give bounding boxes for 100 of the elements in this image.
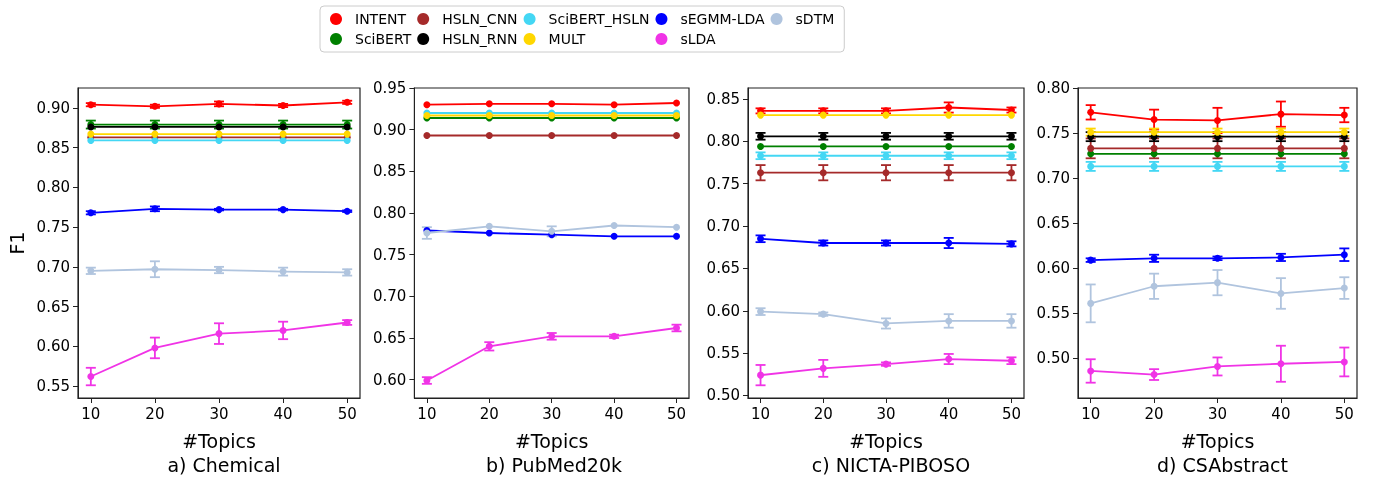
point <box>1214 116 1221 124</box>
x-tick-label: 30 <box>1207 404 1228 423</box>
point <box>151 265 159 273</box>
point <box>1277 110 1285 118</box>
y-tick-label: 0.55 <box>1036 304 1070 323</box>
y-tick-label: 0.90 <box>36 98 70 117</box>
y-tick-label: 0.80 <box>372 204 407 222</box>
x-tick-label: 10 <box>751 404 771 423</box>
x-tick-label: 10 <box>81 404 101 423</box>
point <box>882 142 890 150</box>
y-tick-label: 0.55 <box>706 344 740 363</box>
y-tick-label: 0.75 <box>372 245 407 264</box>
y-tick-label: 0.60 <box>1036 259 1070 278</box>
point <box>757 371 765 379</box>
y-tick-label: 0.90 <box>372 120 407 139</box>
x-tick-label: 30 <box>209 404 229 423</box>
point <box>610 232 618 240</box>
point <box>757 142 765 150</box>
point <box>819 364 827 372</box>
y-tick-label: 0.70 <box>706 217 740 236</box>
y-tick-label: 0.60 <box>706 301 740 320</box>
point <box>610 101 618 109</box>
point <box>1340 284 1348 292</box>
point <box>87 373 95 381</box>
x-tick-label: 40 <box>273 404 293 423</box>
point <box>1214 362 1221 370</box>
y-tick-label: 0.85 <box>372 162 407 181</box>
y-tick-label: 0.75 <box>706 174 740 193</box>
point <box>1007 317 1015 325</box>
point <box>423 101 431 109</box>
point <box>485 229 493 237</box>
point <box>485 222 493 230</box>
y-tick-label: 0.75 <box>1036 124 1070 143</box>
x-axis-title: #Topics <box>182 429 256 452</box>
point <box>423 132 431 139</box>
text: c) NICTA-PIBOSO <box>811 453 971 476</box>
text: a) Chemical <box>167 453 281 476</box>
x-tick-label: 30 <box>542 404 562 423</box>
x-axis-title: #Topics <box>1180 429 1255 452</box>
x-tick-label: 10 <box>417 404 437 423</box>
point <box>548 132 556 139</box>
point <box>673 232 681 240</box>
point <box>1007 142 1015 150</box>
point <box>1214 144 1221 152</box>
y-tick-label: 0.80 <box>36 178 70 197</box>
point <box>1340 144 1348 152</box>
y-tick-label: 0.50 <box>706 386 740 405</box>
y-tick-label: 0.75 <box>36 218 70 237</box>
x-tick-label: 20 <box>1144 404 1164 423</box>
point <box>1340 111 1348 119</box>
y-tick-label: 0.60 <box>36 337 70 356</box>
point <box>819 142 827 150</box>
x-axis-title: #Topics <box>849 429 923 452</box>
y-tick-label: 0.65 <box>372 329 407 347</box>
y-tick-label: 0.70 <box>1036 169 1070 188</box>
legend-label: sDTM <box>795 11 835 27</box>
y-axis-title: F1 <box>5 231 28 255</box>
point <box>819 111 827 119</box>
point <box>673 223 681 231</box>
y-tick-label: 0.65 <box>706 259 740 278</box>
text: d) CSAbstract <box>1157 453 1288 476</box>
point <box>945 111 953 119</box>
y-tick-label: 0.80 <box>1036 79 1070 97</box>
point <box>945 169 953 177</box>
y-tick-label: 0.50 <box>1036 349 1070 368</box>
point <box>279 326 287 334</box>
point <box>215 330 223 338</box>
legend-label: HSLN_RNN <box>442 31 518 47</box>
legend-label: SciBERT_HSLN <box>548 11 650 27</box>
y-tick-label: 0.65 <box>36 297 70 316</box>
point <box>610 222 618 229</box>
point <box>1087 367 1095 375</box>
legend-label: INTENT <box>355 11 407 27</box>
point <box>819 169 827 177</box>
x-tick-label: 40 <box>604 404 624 423</box>
x-axis-title: #Topics <box>514 429 589 452</box>
point <box>1340 251 1348 259</box>
point <box>548 100 556 108</box>
y-tick-label: 0.55 <box>36 377 70 396</box>
point <box>673 99 681 107</box>
point <box>1150 116 1158 124</box>
point <box>1150 144 1158 152</box>
legend-label: SciBERT <box>355 31 412 47</box>
point <box>610 132 618 139</box>
point <box>485 132 493 139</box>
x-tick-label: 20 <box>813 404 833 423</box>
y-tick-label: 0.85 <box>706 90 740 109</box>
point <box>1087 108 1095 116</box>
y-tick-label: 0.70 <box>372 287 407 306</box>
y-tick-label: 0.60 <box>372 370 407 389</box>
point <box>1340 358 1348 366</box>
point <box>1007 169 1015 177</box>
y-tick-label: 0.95 <box>372 79 407 97</box>
point <box>1087 144 1095 152</box>
x-tick-label: 50 <box>666 404 687 423</box>
point <box>1277 360 1285 368</box>
point <box>757 169 765 177</box>
point <box>1277 289 1285 297</box>
x-tick-label: 50 <box>337 404 357 423</box>
text: b) PubMed20k <box>485 453 623 476</box>
